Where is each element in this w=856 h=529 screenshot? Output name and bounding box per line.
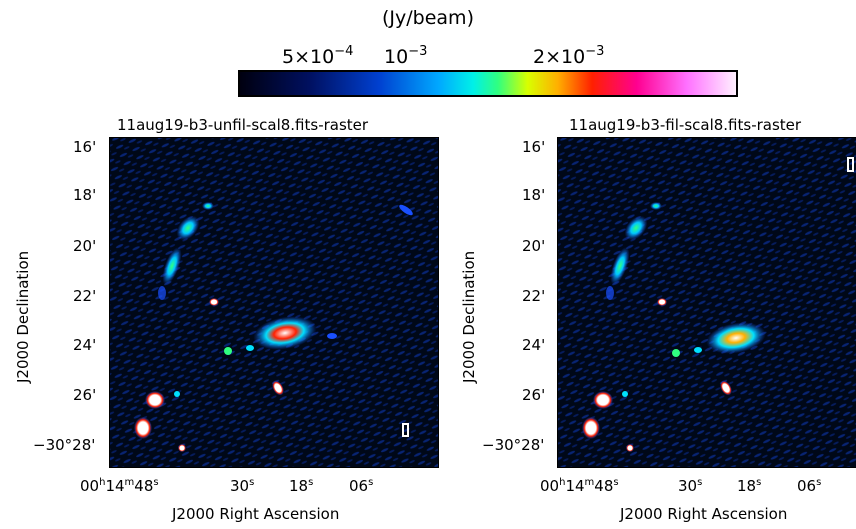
ytick-left: 20' [73,237,97,255]
xtick-left: 30s [230,477,255,495]
panel-title-left: 11aug19-b3-unfil-scal8.fits-raster [117,116,369,134]
xlabel-right: J2000 Right Ascension [620,505,788,523]
ytick-right: −30°28' [482,436,545,454]
ytick-right: 26' [522,386,546,404]
xtick-right: 18s [737,477,762,495]
ytick-left: −30°28' [33,436,96,454]
ytick-right: 22' [522,287,546,305]
xtick-left: 06s [349,477,374,495]
xtick-right: 30s [678,477,703,495]
colorbar-unit: (Jy/beam) [382,7,474,29]
ylabel-right: J2000 Declination [460,250,478,383]
ytick-left: 16' [73,138,97,156]
radio-image-unfiltered [109,137,439,468]
xtick-right: 06s [797,477,822,495]
xtick-left: 18s [289,477,314,495]
xlabel-left: J2000 Right Ascension [172,505,340,523]
ytick-left: 26' [73,386,97,404]
radio-image-filtered [557,137,856,468]
ylabel-left: J2000 Declination [14,250,32,383]
xtick-left: 00h14m48s [80,477,159,495]
colorbar-tick-3: 2×10−3 [533,44,605,68]
colorbar [238,70,738,97]
ytick-right: 24' [522,336,546,354]
ytick-right: 20' [522,237,546,255]
xtick-right: 00h14m48s [540,477,619,495]
ytick-left: 18' [73,186,97,204]
colorbar-tick-1: 5×10−4 [282,44,354,68]
ytick-right: 16' [522,138,546,156]
ytick-left: 22' [73,287,97,305]
colorbar-tick-2: 10−3 [384,44,428,68]
ytick-left: 24' [73,336,97,354]
panel-title-right: 11aug19-b3-fil-scal8.fits-raster [569,116,802,134]
ytick-right: 18' [522,186,546,204]
